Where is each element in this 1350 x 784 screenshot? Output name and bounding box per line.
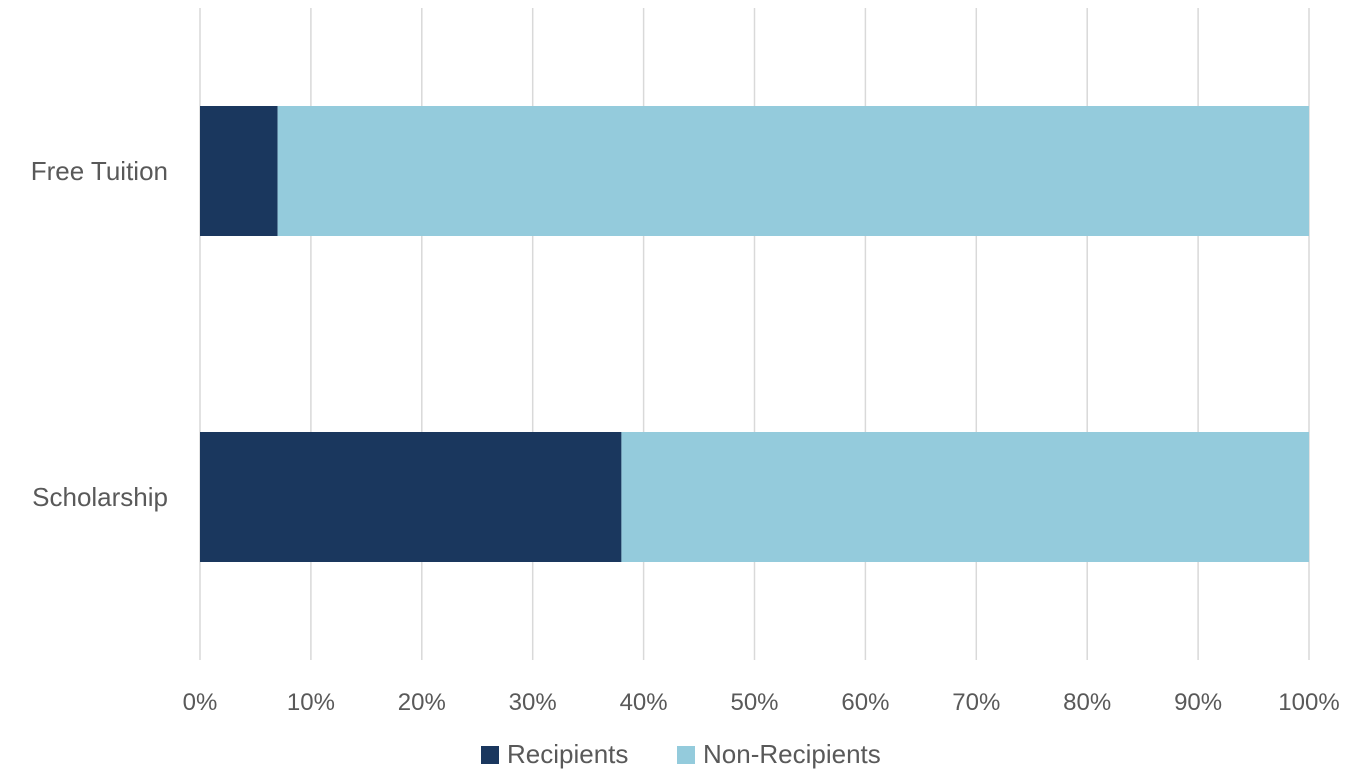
x-tick-label: 10% [287,689,335,716]
category-labels: Free Tuition Scholarship [31,156,168,512]
x-tick-labels: 0% 10% 20% 30% 40% 50% 60% 70% 80% 90% 100% [183,689,1340,716]
x-tick-label: 20% [398,689,446,716]
legend: Recipients Non-Recipients [481,739,881,769]
x-tick-label: 40% [620,689,668,716]
bar-non-recipients [621,432,1309,562]
x-tick-label: 0% [183,689,218,716]
legend-label: Recipients [507,739,628,769]
bar-recipients [200,432,622,562]
x-tick-label: 80% [1063,689,1111,716]
legend-swatch-non-recipients [677,746,695,764]
legend-label: Non-Recipients [703,739,881,769]
x-tick-label: 70% [952,689,1000,716]
x-tick-label: 90% [1174,689,1222,716]
category-label: Free Tuition [31,156,168,186]
bar-non-recipients [277,106,1309,236]
legend-swatch-recipients [481,746,499,764]
x-tick-label: 100% [1278,689,1339,716]
bar-recipients [200,106,278,236]
x-tick-label: 60% [841,689,889,716]
x-tick-label: 30% [509,689,557,716]
x-tick-label: 50% [730,689,778,716]
bars [200,106,1309,562]
gridlines [199,8,1310,660]
category-label: Scholarship [32,482,168,512]
